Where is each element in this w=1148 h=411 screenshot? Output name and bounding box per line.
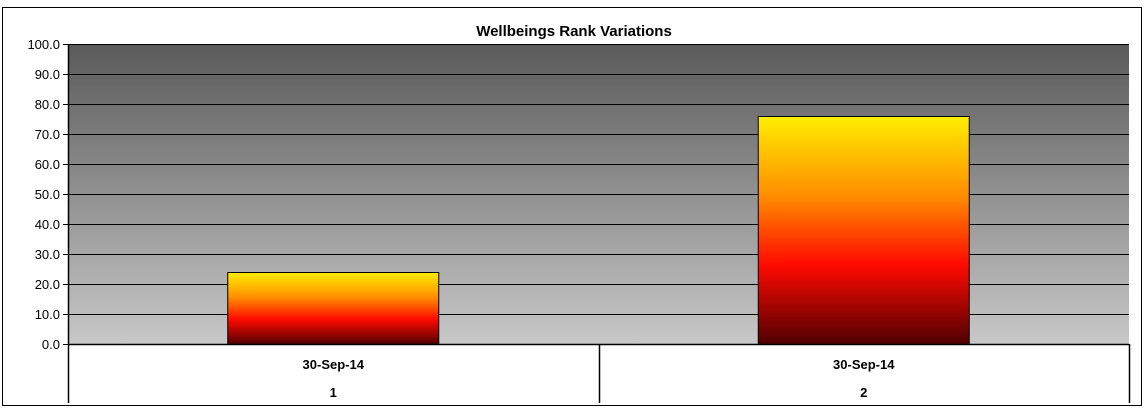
y-tick-label: 30.0 — [35, 247, 60, 262]
y-tick-label: 20.0 — [35, 277, 60, 292]
axes — [67, 44, 1131, 403]
y-axis-ticks: 0.0 10.0 20.0 30.0 40.0 50.0 60.0 70.0 80.0 90.0 1… — [27, 37, 60, 352]
bar — [227, 272, 440, 345]
y-tick-label: 50.0 — [35, 187, 60, 202]
y-tick-label: 10.0 — [35, 307, 60, 322]
x-category-index-label: 2 — [860, 385, 867, 400]
y-tick-label: 90.0 — [35, 67, 60, 82]
y-tick-label: 0.0 — [42, 337, 60, 352]
category-labels: 30-Sep-14 1 30-Sep-14 2 — [303, 357, 896, 400]
y-tick-label: 70.0 — [35, 127, 60, 142]
y-tick-label: 100.0 — [27, 37, 60, 52]
y-tick-label: 60.0 — [35, 157, 60, 172]
bars — [227, 116, 970, 345]
x-category-index-label: 1 — [330, 385, 337, 400]
y-tick-label: 80.0 — [35, 97, 60, 112]
bar — [757, 116, 970, 345]
y-tick-label: 40.0 — [35, 217, 60, 232]
x-category-date-label: 30-Sep-14 — [303, 357, 365, 372]
x-category-date-label: 30-Sep-14 — [833, 357, 895, 372]
chart-title: Wellbeings Rank Variations — [476, 23, 672, 40]
